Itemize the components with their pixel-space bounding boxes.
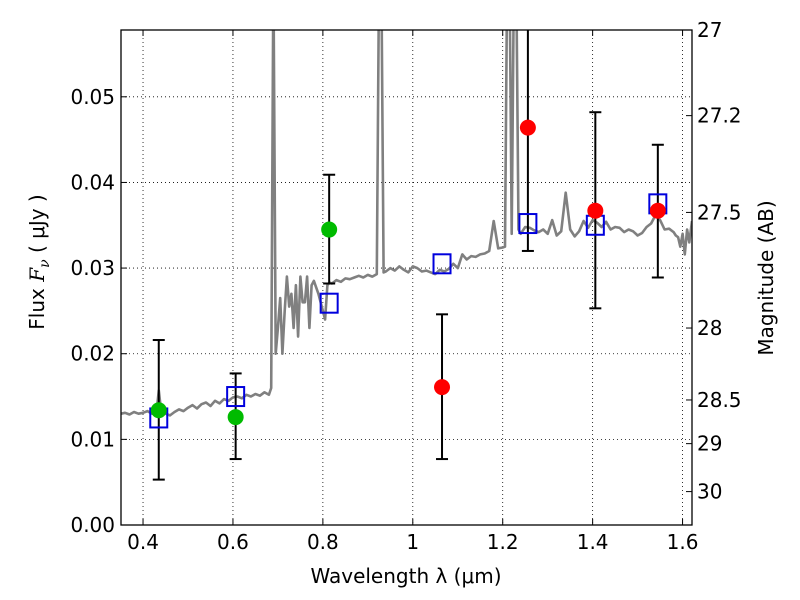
model-square-marker	[518, 213, 538, 235]
observed-optical-marker	[150, 402, 167, 419]
observed-nir-marker	[519, 119, 536, 136]
x-tick-label: 1.4	[577, 530, 609, 554]
y2-tick-label: 28	[697, 316, 722, 340]
y-axis-label: Flux Fν ( μJy )	[25, 194, 53, 329]
y-tick-label: 0.04	[70, 170, 115, 194]
x-tick-label: 0.8	[307, 530, 339, 554]
y-tick-label: 0.01	[70, 427, 115, 451]
y2-tick-label: 27.2	[697, 104, 742, 128]
grid	[121, 30, 692, 525]
y2-tick-label: 29	[697, 432, 722, 456]
observed-nir-marker	[587, 202, 604, 219]
y2-tick-label: 27	[697, 18, 722, 42]
y-axis-label-prefix: Flux	[25, 282, 49, 330]
plot-frame	[120, 29, 693, 526]
y2-axis-label: Magnitude (AB)	[754, 200, 778, 355]
y-axis-label-symbol: F	[25, 267, 49, 283]
y-axis-label-suffix: ( μJy )	[25, 194, 49, 259]
plot-background	[121, 30, 692, 525]
y-tick-label: 0.05	[70, 85, 115, 109]
y-tick-label: 0.02	[70, 342, 115, 366]
x-tick-label: 1.6	[667, 530, 699, 554]
y-tick-label: 0.00	[70, 513, 115, 537]
model-square-marker	[432, 253, 452, 275]
spectrum-layer	[121, 30, 692, 417]
spectrum-line	[121, 30, 692, 417]
ticks: 0.4 0.6 0.8 1 1.2 1.4 1.6 0.00 0.01 0.02 0.03 0.04 0…	[70, 18, 741, 554]
y-axis-label-subscript: ν	[37, 259, 53, 268]
observed-optical-marker	[321, 221, 338, 238]
x-tick-label: 1	[406, 530, 419, 554]
y2-tick-label: 30	[697, 480, 722, 504]
observed-nir-marker	[649, 202, 666, 219]
x-tick-label: 0.6	[217, 530, 249, 554]
y2-tick-label: 28.5	[697, 388, 742, 412]
x-axis-label: Wavelength λ (μm)	[310, 564, 501, 588]
y2-tick-label: 27.5	[697, 200, 742, 224]
observed-optical-marker	[227, 409, 244, 426]
circle-layer	[150, 119, 666, 426]
model-square-marker	[226, 386, 246, 408]
observed-nir-marker	[434, 379, 451, 396]
x-tick-label: 1.2	[487, 530, 519, 554]
model-square-marker	[319, 292, 339, 314]
y-tick-label: 0.03	[70, 256, 115, 280]
x-tick-label: 0.4	[127, 530, 159, 554]
